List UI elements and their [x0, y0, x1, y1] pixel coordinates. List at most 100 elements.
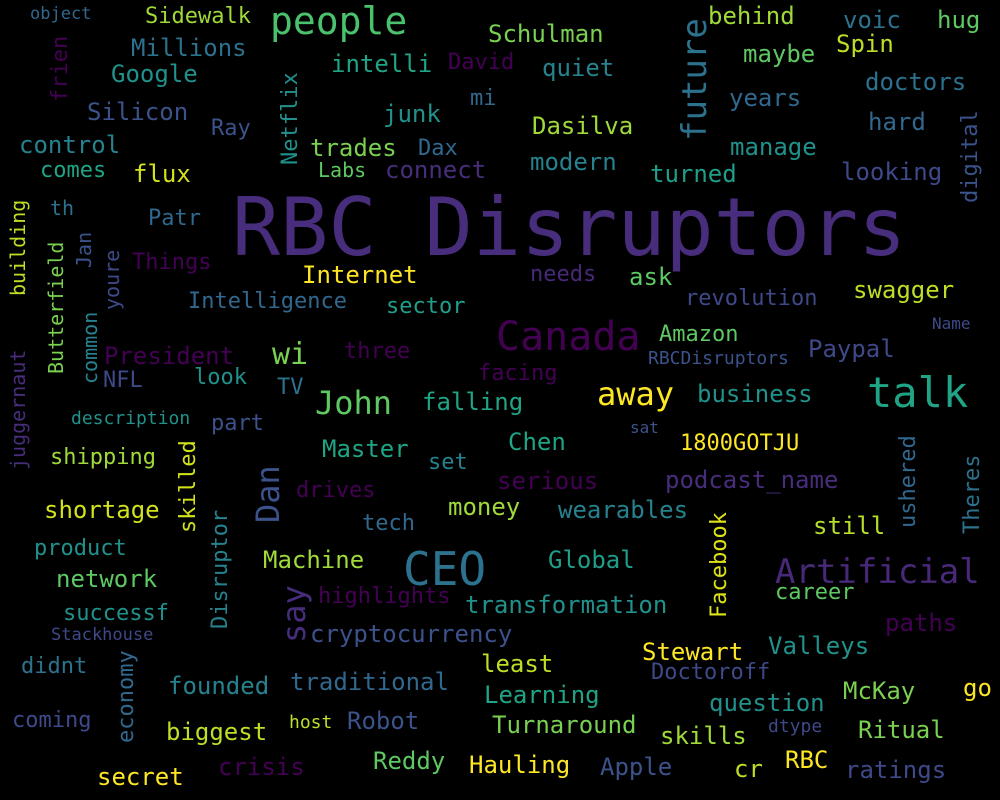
word-name: Name	[932, 314, 971, 333]
word-highlights: highlights	[318, 584, 451, 609]
word-doctors: doctors	[865, 68, 967, 96]
word-needs: needs	[530, 262, 597, 287]
word-jan: Jan	[72, 231, 96, 268]
word-intelligence: Intelligence	[188, 289, 347, 314]
word-cr: cr	[734, 755, 763, 783]
word-hauling: Hauling	[469, 751, 571, 779]
word-john: John	[315, 384, 393, 422]
word-robot: Robot	[347, 707, 420, 735]
word-still: still	[813, 512, 886, 540]
word-youre: youre	[100, 249, 124, 310]
word-host: host	[289, 712, 333, 733]
word-rbcdisruptors: RBCDisruptors	[648, 348, 789, 369]
word-learning: Learning	[484, 681, 600, 709]
word-people: people	[270, 0, 408, 43]
word-ask: ask	[629, 263, 673, 291]
word-description: description	[71, 408, 191, 429]
word-valleys: Valleys	[768, 632, 870, 660]
word-rbc: RBC	[785, 746, 829, 774]
word-traditional: traditional	[290, 668, 449, 696]
word-ratings: ratings	[845, 756, 947, 784]
word-sat: sat	[630, 418, 659, 437]
word-go: go	[963, 674, 992, 702]
word-hug: hug	[937, 6, 981, 34]
word-spin: Spin	[836, 30, 894, 58]
word-common: common	[78, 311, 102, 384]
word-away: away	[597, 375, 675, 413]
word-looking: looking	[841, 158, 943, 186]
word-ray: Ray	[211, 116, 251, 141]
word-th: th	[50, 196, 75, 220]
word-building: building	[6, 199, 30, 296]
word-transformation: transformation	[465, 591, 668, 619]
word-turned: turned	[650, 160, 737, 188]
word-paypal: Paypal	[808, 335, 895, 363]
word-falling: falling	[422, 388, 524, 416]
word-juggernaut: juggernaut	[6, 349, 30, 470]
word-business: business	[697, 380, 813, 408]
word-doctoroff: Doctoroff	[651, 660, 771, 685]
word-flux: flux	[133, 160, 191, 188]
word-master: Master	[322, 435, 409, 463]
word-years: years	[729, 84, 802, 112]
word-crisis: crisis	[218, 753, 305, 781]
word-skilled: skilled	[176, 440, 201, 533]
word-wearables: wearables	[558, 496, 689, 524]
word-quiet: quiet	[542, 54, 615, 82]
word-global: Global	[548, 546, 635, 574]
word-look: look	[194, 365, 247, 390]
word-dan: Dan	[249, 465, 287, 523]
word-network: network	[56, 565, 158, 593]
word-podcast-name: podcast_name	[665, 466, 839, 494]
word-dtype: dtype	[768, 716, 823, 737]
word-butterfield: Butterfield	[44, 241, 68, 374]
word-patr: Patr	[148, 206, 201, 231]
word-least: least	[481, 650, 554, 678]
word-object: object	[30, 4, 92, 24]
word-labs: Labs	[318, 158, 367, 182]
word-frien: frien	[48, 35, 73, 102]
word-comes: comes	[40, 158, 107, 183]
word-successf: successf	[63, 601, 169, 626]
word-things: Things	[132, 250, 212, 275]
word-modern: modern	[530, 148, 617, 176]
word-question: question	[709, 689, 825, 717]
word-mckay: McKay	[843, 677, 916, 705]
word-internet: Internet	[302, 261, 418, 289]
word-digital: digital	[958, 110, 983, 203]
word-machine: Machine	[263, 546, 365, 574]
word-part: part	[211, 411, 264, 436]
word-product: product	[34, 536, 127, 561]
word-netflix: Netflix	[278, 72, 303, 165]
word-serious: serious	[497, 467, 599, 495]
word-manage: manage	[730, 133, 817, 161]
word-swagger: swagger	[853, 276, 955, 304]
word-wi: wi	[272, 337, 309, 372]
word-behind: behind	[708, 2, 795, 30]
word-maybe: maybe	[743, 40, 816, 68]
word-amazon: Amazon	[659, 322, 739, 347]
word-millions: Millions	[131, 34, 247, 62]
word-talk: talk	[867, 368, 969, 417]
word-president: President	[104, 342, 235, 370]
word-artificial: Artificial	[775, 552, 980, 592]
word-facebook: Facebook	[707, 512, 732, 618]
word-shortage: shortage	[44, 496, 160, 524]
word-reddy: Reddy	[373, 747, 446, 775]
word-drives: drives	[296, 478, 376, 503]
word-career: career	[775, 580, 855, 605]
word-sector: sector	[386, 294, 466, 319]
word-silicon: Silicon	[87, 98, 189, 126]
word-1800gotju: 1800GOTJU	[680, 431, 800, 456]
word-ritual: Ritual	[858, 716, 945, 744]
word-future: future	[675, 18, 715, 141]
word-skills: skills	[660, 722, 747, 750]
word-turnaround: Turnaround	[492, 711, 637, 739]
word-connect: connect	[385, 156, 487, 184]
word-didnt: didnt	[21, 654, 88, 679]
word-intelli: intelli	[331, 50, 433, 78]
word-mi: mi	[470, 86, 497, 111]
word-theres: Theres	[960, 454, 985, 534]
word-schulman: Schulman	[488, 20, 604, 48]
